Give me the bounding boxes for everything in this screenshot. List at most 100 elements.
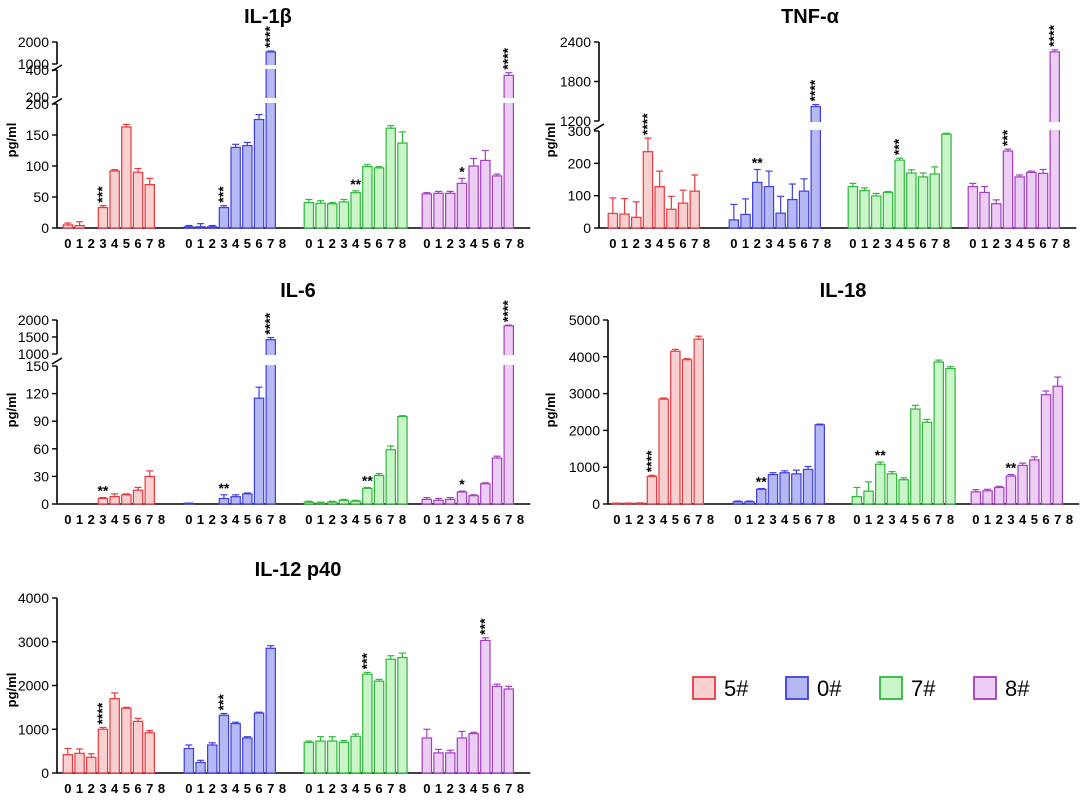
- bar: [327, 740, 338, 774]
- x-tick-label: 8: [399, 236, 406, 251]
- bar: [847, 186, 859, 229]
- x-tick-label: 5: [1031, 512, 1038, 527]
- significance-stars: **: [752, 154, 763, 170]
- bar: [1037, 172, 1049, 229]
- x-tick-label: 0: [969, 236, 976, 251]
- x-tick-label: 0: [849, 236, 856, 251]
- bar: [144, 732, 156, 774]
- x-tick-label: 3: [458, 781, 465, 796]
- x-tick-label: 6: [1039, 236, 1046, 251]
- x-tick-label: 7: [1051, 236, 1058, 251]
- bar: [421, 498, 433, 505]
- axis-break-mark: [593, 123, 605, 131]
- x-tick-label: 0: [185, 512, 192, 527]
- x-tick-label: 7: [267, 236, 274, 251]
- bar: [863, 490, 874, 505]
- x-tick-label: 6: [683, 512, 690, 527]
- x-tick-label: 2: [877, 512, 884, 527]
- x-tick-label: 7: [267, 512, 274, 527]
- legend-label: 5#: [724, 676, 749, 701]
- bar: [350, 500, 361, 505]
- bar: [338, 499, 350, 505]
- bar: [218, 714, 230, 774]
- bar: [851, 496, 863, 505]
- x-tick-label: 2: [209, 512, 216, 527]
- bar: [681, 359, 693, 505]
- y-axis-label: pg/ml: [543, 123, 558, 158]
- x-tick-label: 0: [64, 781, 71, 796]
- bar: [917, 176, 929, 229]
- x-tick-label: 1: [317, 236, 324, 251]
- bar-break: [265, 98, 277, 103]
- significance-stars: ****: [94, 702, 110, 724]
- bar-break: [503, 98, 515, 103]
- x-tick-label: 7: [1054, 512, 1061, 527]
- x-tick-label: 6: [375, 512, 382, 527]
- bar: [503, 688, 515, 774]
- legend-item-7#: 7#: [879, 676, 936, 701]
- bar-break: [503, 355, 515, 365]
- bar: [303, 201, 315, 229]
- bar: [1049, 51, 1060, 229]
- x-tick-label: 8: [279, 236, 286, 251]
- x-tick-label: 3: [220, 236, 227, 251]
- x-tick-label: 4: [896, 236, 904, 251]
- bar: [933, 361, 944, 505]
- bar: [362, 673, 373, 774]
- bar: [373, 167, 385, 229]
- bar: [859, 189, 870, 229]
- bar: [109, 496, 120, 505]
- x-tick-label: 0: [185, 781, 192, 796]
- y-tick-label: 0: [41, 765, 49, 781]
- y-tick-label: 4000: [569, 349, 600, 365]
- x-tick-label: 5: [482, 236, 489, 251]
- x-tick-label: 1: [865, 512, 872, 527]
- legend-swatch: [879, 676, 903, 700]
- x-tick-label: 1: [625, 512, 632, 527]
- significance-stars: **: [875, 447, 886, 463]
- y-tick-label: 3000: [18, 634, 49, 650]
- x-tick-label: 0: [305, 236, 312, 251]
- y-tick-label: 1800: [560, 74, 591, 90]
- bar: [433, 499, 444, 505]
- bar: [630, 216, 642, 229]
- x-tick-label: 1: [981, 236, 988, 251]
- bar: [503, 325, 515, 505]
- bar: [195, 761, 206, 774]
- x-tick-label: 5: [123, 512, 130, 527]
- y-tick-label: 2000: [18, 34, 49, 50]
- y-tick-label: 1000: [569, 459, 600, 475]
- x-tick-label: 4: [111, 512, 119, 527]
- x-tick-label: 4: [352, 236, 360, 251]
- x-tick-label: 5: [123, 236, 130, 251]
- x-tick-label: 8: [943, 236, 950, 251]
- significance-stars: **: [756, 474, 767, 490]
- y-axis-label: pg/ml: [4, 393, 19, 428]
- bar: [230, 496, 241, 505]
- bar: [132, 489, 144, 505]
- x-tick-label: 3: [644, 236, 651, 251]
- bar: [218, 206, 230, 229]
- y-tick-label: 200: [568, 155, 592, 171]
- y-tick-label: 0: [41, 220, 49, 236]
- x-tick-label: 2: [447, 512, 454, 527]
- series-0#: 0 1 2 3 4 5 6 7 8******: [728, 79, 831, 251]
- bar: [767, 473, 779, 505]
- bar: [445, 498, 456, 505]
- y-tick-label: 150: [26, 127, 50, 143]
- bar: [982, 490, 993, 505]
- x-tick-label: 6: [134, 512, 141, 527]
- series-8#: 0 1 2 3 4 5 6 7 8 ***: [421, 618, 524, 796]
- bar: [677, 202, 689, 229]
- y-axis: 0 1000 2000 3000 4000: [18, 590, 58, 781]
- chart-title: TNF-α: [781, 6, 840, 28]
- x-tick-label: 6: [493, 512, 500, 527]
- y-tick-label: 2000: [18, 312, 49, 328]
- x-tick-label: 8: [399, 781, 406, 796]
- bar: [993, 486, 1005, 505]
- legend-item-0#: 0#: [785, 676, 842, 701]
- significance-stars: ****: [1046, 25, 1062, 47]
- x-tick-label: 2: [88, 781, 95, 796]
